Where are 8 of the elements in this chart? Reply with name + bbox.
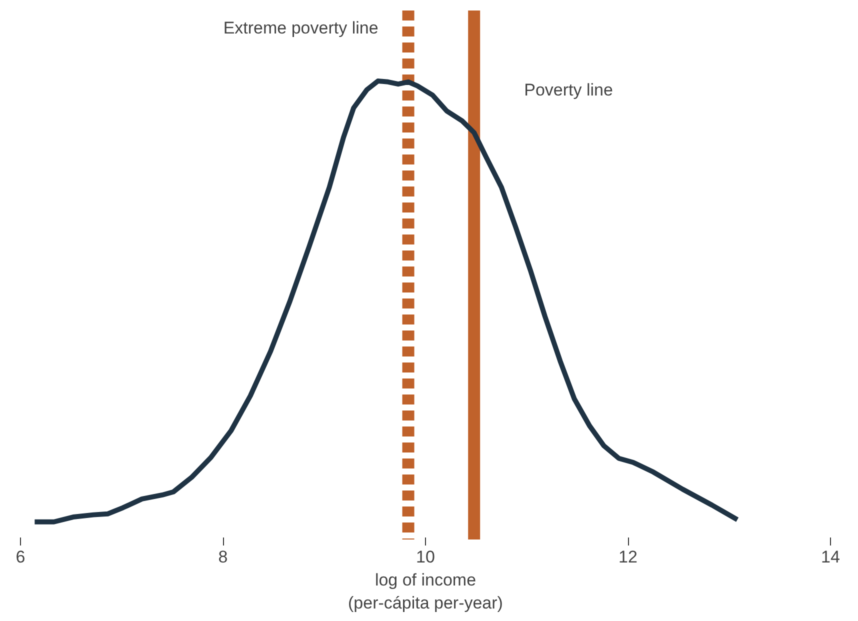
x-tick-label: 14 xyxy=(821,548,840,566)
x-axis-title: log of income (per-cápita per-year) xyxy=(348,570,503,612)
x-tick-label: 12 xyxy=(618,548,638,566)
ref-line-label: Extreme poverty line xyxy=(223,18,378,38)
x-tick-label: 8 xyxy=(218,548,228,566)
ref-line-label: Poverty line xyxy=(524,80,613,100)
x-tick-label: 6 xyxy=(16,548,26,566)
x-tick-label: 10 xyxy=(416,548,435,566)
